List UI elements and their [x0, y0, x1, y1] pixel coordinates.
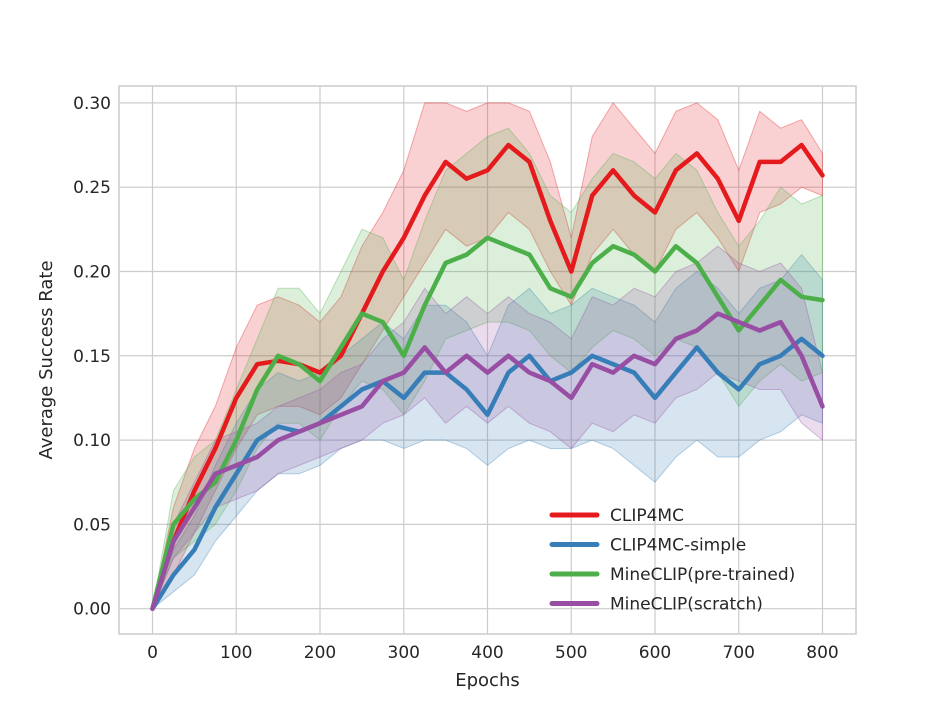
legend-label-3: MineCLIP(scratch)	[610, 595, 763, 615]
plot-frame	[118, 85, 857, 635]
x-axis-label: Epochs	[455, 670, 520, 691]
legend-label-1: CLIP4MC-simple	[610, 536, 746, 556]
legend: CLIP4MC CLIP4MC-simple MineCLIP(pre-traine…	[549, 506, 795, 615]
y-tick-label: 0.20	[73, 262, 111, 282]
x-tick-label: 100	[220, 643, 252, 663]
y-tick-label: 0.00	[73, 600, 111, 620]
y-tick-label: 0.25	[73, 178, 111, 198]
legend-label-0: CLIP4MC	[610, 506, 684, 526]
grid	[119, 86, 856, 634]
y-tick-label: 0.10	[73, 431, 111, 451]
legend-label-2: MineCLIP(pre-trained)	[610, 565, 795, 585]
x-tick-label: 500	[555, 643, 587, 663]
y-tick-labels: 0.00 0.05 0.10 0.15 0.20 0.25 0.30	[73, 94, 111, 620]
x-tick-labels: 0 100 200 300 400 500 600 700 800	[147, 643, 839, 663]
y-axis-label: Average Success Rate	[36, 260, 57, 459]
band-series-1	[151, 253, 823, 611]
x-tick-label: 300	[388, 643, 420, 663]
y-tick-label: 0.15	[73, 347, 111, 367]
y-tick-label: 0.30	[73, 94, 111, 114]
x-tick-label: 400	[471, 643, 503, 663]
y-tick-label: 0.05	[73, 515, 111, 535]
line-series-2	[150, 235, 825, 611]
series-lines	[150, 142, 825, 611]
x-tick-label: 200	[304, 643, 336, 663]
x-tick-label: 0	[147, 643, 158, 663]
line-series-0	[150, 142, 825, 611]
x-tick-label: 800	[806, 643, 838, 663]
line-series-3	[150, 311, 825, 611]
line-series-1	[150, 336, 825, 611]
x-tick-label: 700	[723, 643, 755, 663]
x-tick-label: 600	[639, 643, 671, 663]
